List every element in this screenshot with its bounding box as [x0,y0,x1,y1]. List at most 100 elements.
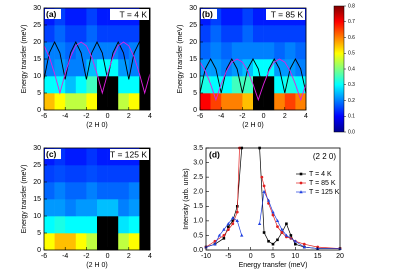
y-tick-label: 10 [33,73,41,80]
heatmap-cell [231,8,243,26]
x-axis-label: (2 H 0) [242,122,263,129]
heatmap-cell [128,76,140,94]
heatmap-cell [274,59,286,77]
data-point [262,184,266,188]
heatmap-cell [210,76,222,94]
y-tick-label: 1.5 [193,203,203,210]
heatmap-cell [107,93,119,111]
heatmap-cell [86,25,98,43]
x-tick-label: -10 [201,253,211,260]
panel-label: (d) [209,149,220,159]
data-point [271,242,275,246]
x-tick-label: -2 [239,113,245,120]
heatmap-cell [97,93,108,111]
heatmap-cell [86,8,98,26]
heatmap-cell [118,59,130,77]
heatmap-cell [65,93,77,111]
heatmap-cell [54,216,66,234]
heatmap-cell [295,76,307,94]
heatmap-cell [65,8,77,26]
heatmap-cell [86,42,98,60]
heatmap-cell [128,233,140,251]
heatmap-cell [139,165,151,183]
heatmap-cell [44,93,55,111]
heatmap-cell [44,59,55,77]
x-tick-label: 4 [148,113,152,120]
heatmap-cell [97,199,108,217]
heatmap-cell [263,42,275,60]
heatmap-cell [242,93,254,111]
colorbar [333,5,345,133]
data-point [271,213,275,217]
heatmap-cell [107,182,119,200]
heatmap-cell [128,93,140,111]
x-tick-label: 10 [291,253,299,260]
heatmap-cell [274,42,286,60]
heatmap-cell [128,216,140,234]
x-tick-label: 0 [106,113,110,120]
heatmap-cell [65,182,77,200]
heatmap-cell [118,76,130,94]
heatmap-cell [97,233,108,251]
heatmap-cell [253,8,264,26]
heatmap-cell [295,25,307,43]
heatmap-cell [75,59,87,77]
heatmap-cell [44,165,55,183]
plot-frame [43,147,151,251]
heatmap-cell [284,42,296,60]
legend-marker [299,190,303,194]
heatmap-cell [128,165,140,183]
data-point [293,239,298,243]
x-tick-label: 4 [304,113,308,120]
heatmap-cell [54,25,66,43]
y-tick-label: 25 [33,162,41,169]
x-tick-label: 4 [148,253,152,260]
heatmap-cell [118,216,130,234]
heatmap-cell [128,59,140,77]
y-tick-label: 3.5 [193,145,203,152]
y-tick-label: 25 [33,22,41,29]
heatmap-cell [200,42,211,60]
heatmap-cell [75,25,87,43]
heatmap-cell [97,216,108,234]
colorbar-tick-label: 0.6 [348,35,355,41]
heatmap-cell [210,25,222,43]
y-tick-label: 0 [37,247,41,254]
heatmap-cell [210,93,222,111]
heatmap-cell [86,199,98,217]
heatmap-cell [107,216,119,234]
heatmap-cell [75,8,87,26]
x-tick-label: -4 [218,113,224,120]
x-tick-label: -5 [225,253,231,260]
heatmap-cell [118,199,130,217]
panel-label: (a) [46,9,57,19]
colorbar-tick-label: 0.7 [348,19,355,25]
heatmap-cell [86,76,98,94]
data-point [262,189,266,193]
heatmap-cell [75,148,87,166]
heatmap-cell [231,93,243,111]
heatmap-cell [97,59,108,77]
x-tick-label: -6 [41,113,47,120]
heatmap-cell [295,59,307,77]
data-point [302,245,306,249]
annotation-bg [110,149,149,160]
heatmap-cell [107,59,119,77]
heatmap-cell [231,42,243,60]
heatmap-cell [139,182,151,200]
heatmap-cell [65,199,77,217]
heatmap-cell [210,42,222,60]
y-axis-label: Energy transfer (meV) [21,165,28,234]
heatmap-cell [118,165,130,183]
heatmap-cell [263,76,275,94]
series-line [205,190,340,249]
heatmap-cell [128,199,140,217]
heatmap-cell [139,59,151,77]
x-tick-label: 0 [249,253,253,260]
data-point [275,219,280,223]
y-tick-label: 3.0 [193,159,203,166]
heatmap-cell [75,165,87,183]
temperature-label: T = 4 K [120,9,148,19]
heatmap-cell [210,59,222,77]
